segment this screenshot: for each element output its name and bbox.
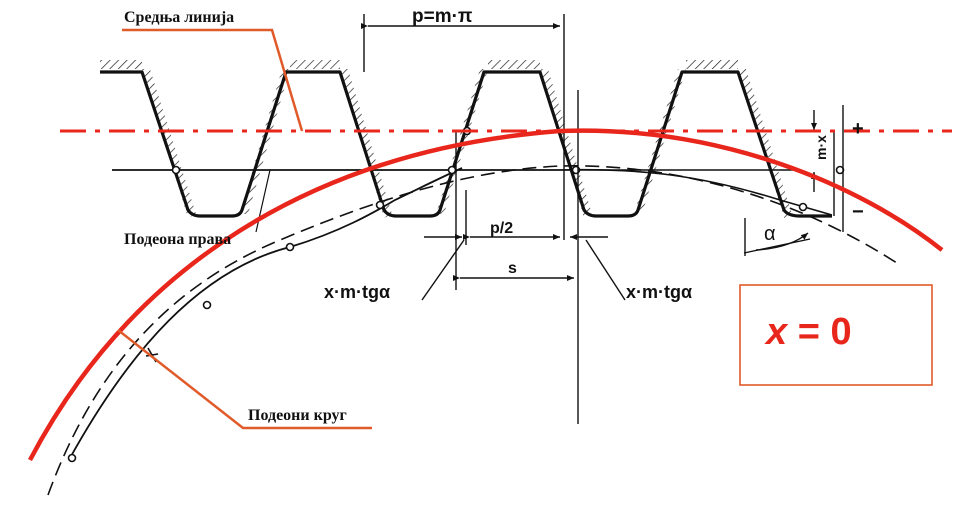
offset-left-label: x·m·tgα	[324, 282, 390, 302]
rack-profile	[100, 70, 832, 218]
middle-line-label: Средња линија	[124, 9, 234, 26]
trajectory-curve	[69, 167, 463, 459]
minus-sign: −	[852, 201, 864, 223]
dimension-lines	[361, 14, 844, 424]
x-zero-callout: x = 0	[739, 284, 933, 386]
plus-sign: +	[852, 118, 864, 140]
tooth-thickness-label: s	[508, 260, 517, 277]
x-zero-box	[739, 284, 933, 386]
leader-pitch-circle	[117, 329, 372, 430]
half-pitch-label: p/2	[490, 220, 513, 237]
profile-shift-label: m·x	[813, 135, 829, 160]
pitch-line-label: Подеона права	[124, 231, 231, 248]
pitch-circle-label: Подеони круг	[248, 407, 347, 424]
dashed-pitch-circle	[47, 165, 901, 496]
x-variable: x	[764, 311, 789, 353]
trajectory-points	[67, 126, 845, 463]
pitch-circle-red	[28, 128, 944, 462]
pitch-formula-label: p=m·π	[412, 6, 473, 27]
leader-middle-line	[122, 28, 304, 132]
pressure-angle-label: α	[764, 223, 776, 245]
offset-right-label: x·m·tgα	[626, 282, 692, 302]
x-equals: = 0	[787, 311, 851, 353]
x-zero-text: x = 0	[764, 311, 852, 353]
